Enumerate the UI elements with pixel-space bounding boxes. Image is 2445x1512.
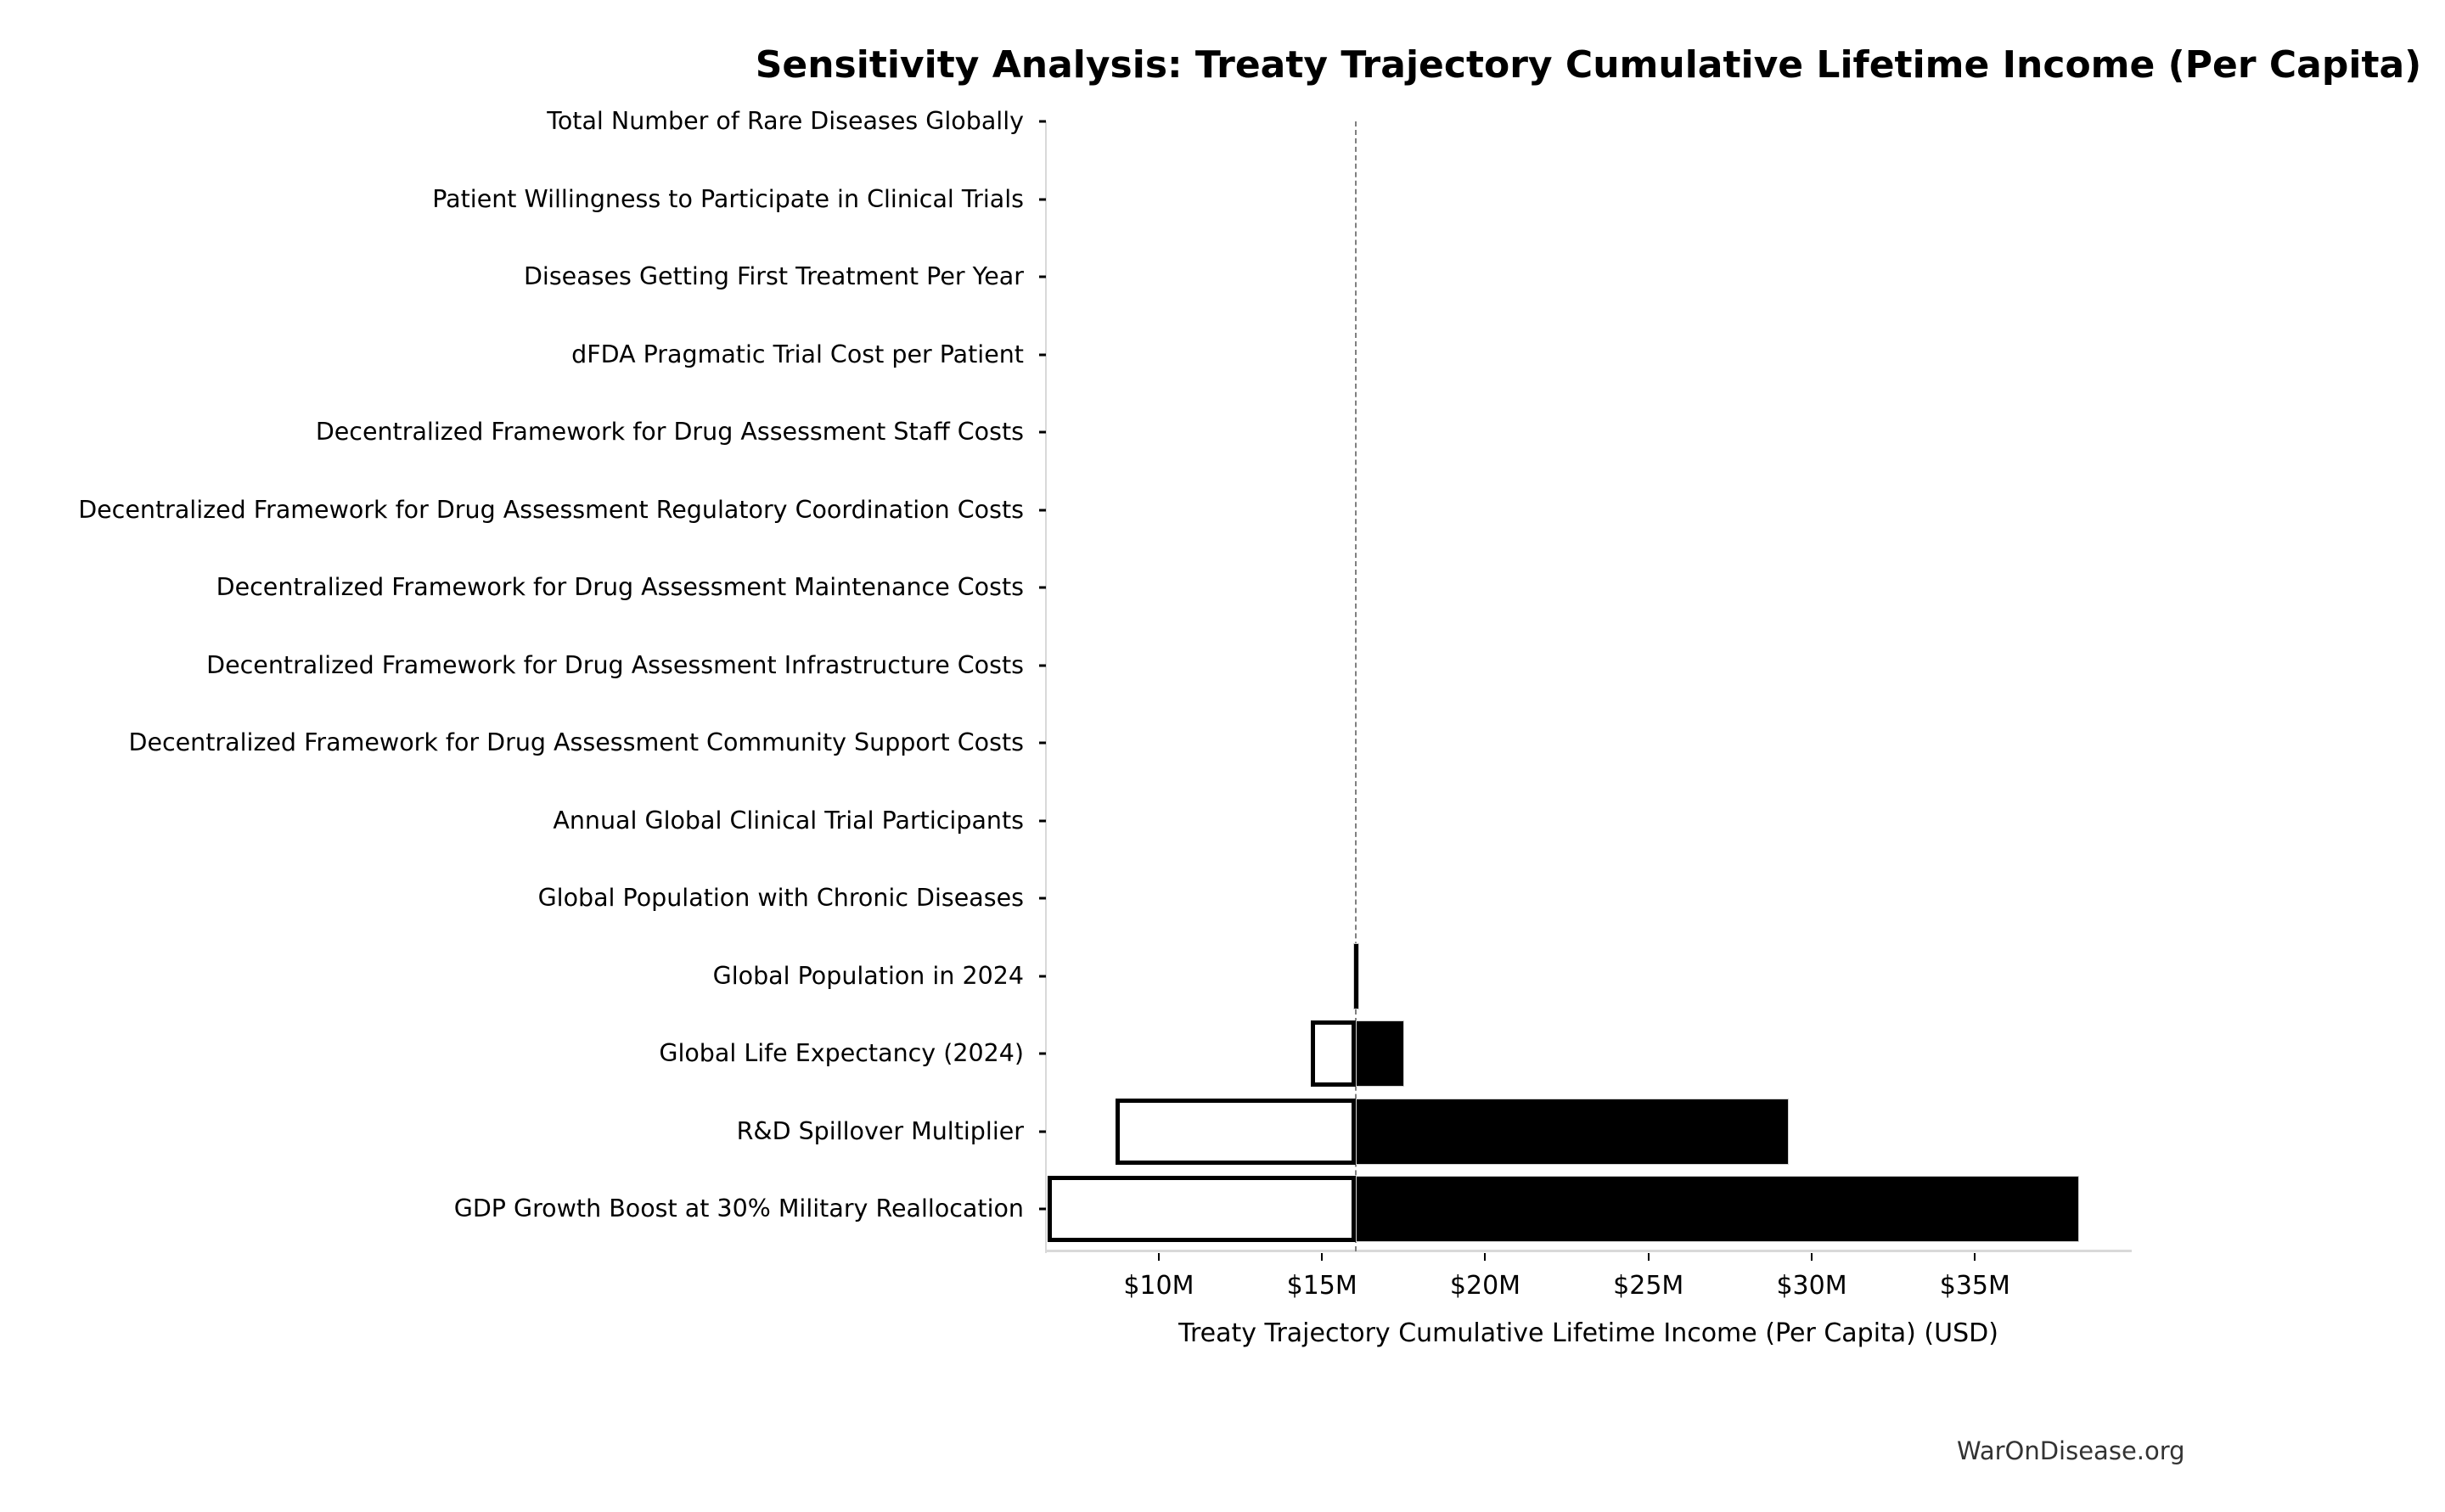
y-axis-tick bbox=[1039, 353, 1046, 356]
y-axis-spine bbox=[1045, 121, 1047, 1253]
y-axis-label: Decentralized Framework for Drug Assessm… bbox=[216, 573, 1024, 601]
y-axis-label: Decentralized Framework for Drug Assessm… bbox=[78, 495, 1024, 524]
x-axis-label: Treaty Trajectory Cumulative Lifetime In… bbox=[1178, 1318, 1998, 1348]
x-axis-tick bbox=[1647, 1253, 1650, 1261]
bar-high-value bbox=[1356, 1176, 2080, 1242]
x-tick-label: $20M bbox=[1449, 1271, 1521, 1301]
y-axis-tick bbox=[1039, 1207, 1046, 1211]
y-axis-tick bbox=[1039, 664, 1046, 666]
x-axis-tick bbox=[1974, 1253, 1976, 1261]
y-axis-tick bbox=[1039, 1130, 1046, 1133]
y-axis-tick bbox=[1039, 819, 1046, 822]
y-axis-label: Total Number of Rare Diseases Globally bbox=[547, 107, 1024, 135]
x-tick-label: $35M bbox=[1939, 1271, 2010, 1301]
chart-title: Sensitivity Analysis: Treaty Trajectory … bbox=[755, 43, 2422, 87]
y-axis-tick bbox=[1039, 430, 1046, 434]
y-axis-tick bbox=[1039, 741, 1046, 745]
y-axis-label: R&D Spillover Multiplier bbox=[736, 1116, 1024, 1145]
y-axis-label: Patient Willingness to Participate in Cl… bbox=[432, 184, 1024, 213]
bar-low-value bbox=[1048, 1176, 1357, 1242]
x-tick-label: $25M bbox=[1613, 1271, 1684, 1301]
y-axis-tick bbox=[1039, 198, 1046, 200]
y-axis-label: Global Population with Chronic Diseases bbox=[537, 884, 1024, 912]
y-axis-label: Diseases Getting First Treatment Per Yea… bbox=[523, 262, 1024, 290]
x-axis-tick bbox=[1157, 1253, 1160, 1261]
watermark: WarOnDisease.org bbox=[1957, 1436, 2185, 1465]
x-tick-label: $15M bbox=[1286, 1271, 1357, 1301]
y-axis-tick bbox=[1039, 120, 1046, 123]
y-axis-label: Annual Global Clinical Trial Participant… bbox=[553, 806, 1024, 835]
y-axis-label: dFDA Pragmatic Trial Cost per Patient bbox=[571, 340, 1024, 368]
x-axis-tick bbox=[1484, 1253, 1487, 1261]
y-axis-tick bbox=[1039, 975, 1046, 977]
bar-range bbox=[1353, 942, 1360, 1009]
bar-high-value bbox=[1356, 1098, 1790, 1165]
y-axis-label: Decentralized Framework for Drug Assessm… bbox=[206, 650, 1024, 679]
x-axis-spine bbox=[1045, 1250, 2132, 1252]
x-axis-tick bbox=[1811, 1253, 1813, 1261]
baseline-dashed-line bbox=[1355, 121, 1357, 1251]
y-axis-tick bbox=[1039, 275, 1046, 278]
y-axis-label: GDP Growth Boost at 30% Military Realloc… bbox=[453, 1194, 1024, 1223]
y-axis-tick bbox=[1039, 897, 1046, 900]
bar-low-value bbox=[1311, 1020, 1357, 1087]
bar-high-value bbox=[1356, 1020, 1405, 1087]
x-tick-label: $30M bbox=[1776, 1271, 1847, 1301]
x-axis-tick bbox=[1321, 1253, 1324, 1261]
y-axis-tick bbox=[1039, 509, 1046, 511]
y-axis-tick bbox=[1039, 586, 1046, 589]
y-axis-tick bbox=[1039, 1052, 1046, 1055]
x-tick-label: $10M bbox=[1123, 1271, 1194, 1301]
y-axis-label: Global Life Expectancy (2024) bbox=[659, 1039, 1024, 1067]
bar-low-value bbox=[1116, 1098, 1357, 1165]
y-axis-label: Global Population in 2024 bbox=[712, 961, 1024, 990]
y-axis-label: Decentralized Framework for Drug Assessm… bbox=[128, 728, 1025, 756]
y-axis-label: Decentralized Framework for Drug Assessm… bbox=[315, 418, 1024, 446]
